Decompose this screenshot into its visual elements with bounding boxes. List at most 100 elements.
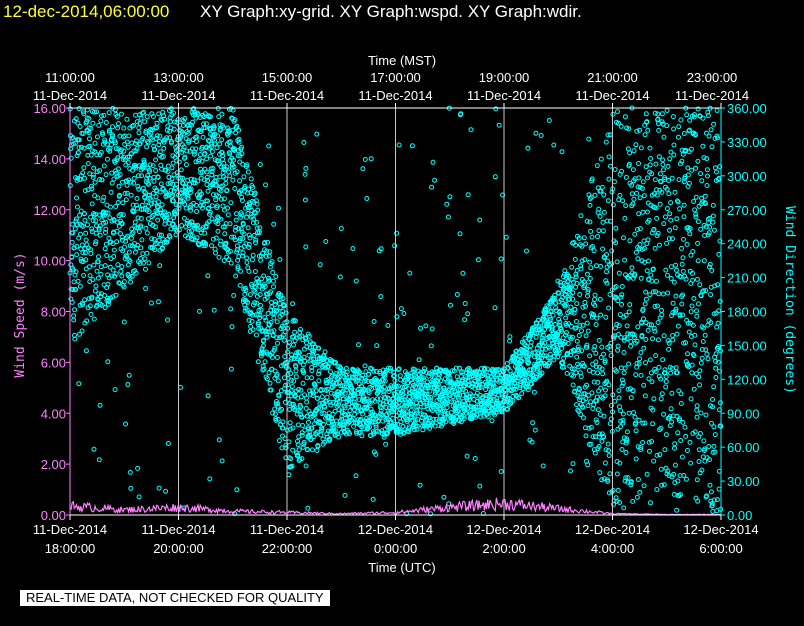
wind-direction-point	[309, 375, 314, 381]
wind-direction-point	[155, 217, 161, 223]
wind-direction-point	[132, 219, 138, 225]
wind-direction-point	[205, 273, 211, 279]
wind-direction-point	[620, 411, 626, 417]
wind-direction-point	[310, 393, 316, 398]
wind-direction-point	[693, 194, 699, 200]
wind-direction-point	[514, 394, 520, 399]
wind-direction-point	[628, 339, 634, 344]
wind-direction-point	[409, 402, 415, 408]
wind-direction-point	[200, 134, 206, 140]
wind-direction-point	[128, 192, 134, 198]
wind-direction-point	[670, 337, 676, 343]
wind-direction-point	[444, 400, 450, 406]
wind-direction-point	[529, 381, 535, 387]
wind-direction-point	[204, 169, 210, 175]
wind-direction-point	[621, 435, 627, 441]
wind-direction-point	[205, 138, 211, 143]
wind-direction-point	[165, 441, 171, 446]
wind-direction-point	[425, 406, 431, 412]
wind-direction-point	[99, 113, 104, 119]
wind-direction-point	[153, 194, 159, 200]
wind-direction-point	[572, 256, 578, 262]
wind-direction-point	[244, 260, 250, 265]
wind-direction-point	[364, 404, 370, 410]
wind-direction-point	[215, 133, 221, 139]
wind-direction-point	[251, 216, 257, 222]
wind-direction-point	[465, 192, 471, 198]
wind-direction-point	[643, 320, 649, 326]
wind-direction-point	[489, 418, 495, 424]
wind-direction-point	[275, 401, 281, 407]
wind-direction-point	[96, 122, 102, 128]
wind-direction-point	[529, 439, 535, 445]
left-tick-label: 0.00	[41, 508, 66, 523]
wind-direction-point	[258, 257, 264, 263]
wind-direction-point	[351, 393, 357, 399]
wind-direction-point	[119, 264, 125, 270]
wind-direction-point	[448, 302, 453, 308]
wind-direction-point	[303, 463, 309, 469]
wind-direction-point	[238, 214, 244, 220]
wind-speed-line	[69, 497, 722, 516]
right-tick-label: 330.00	[727, 135, 767, 150]
wind-direction-point	[604, 378, 610, 384]
top-tick-label-date: 11-Dec-2014	[675, 88, 749, 103]
wind-direction-point	[658, 425, 664, 431]
wind-direction-point	[287, 339, 292, 345]
wind-direction-point	[283, 382, 289, 388]
wind-direction-point	[533, 130, 539, 136]
wind-direction-point	[322, 349, 328, 355]
wind-direction-point	[603, 387, 608, 393]
wind-direction-point	[691, 386, 697, 392]
wind-direction-point	[82, 217, 88, 223]
wind-direction-point	[106, 110, 112, 116]
wind-direction-point	[245, 225, 251, 231]
wind-direction-point	[562, 268, 568, 274]
wind-direction-point	[194, 235, 200, 241]
wind-direction-point	[264, 295, 270, 301]
wind-direction-point	[601, 351, 606, 357]
wind-direction-point	[201, 240, 207, 245]
wind-direction-point	[556, 350, 562, 356]
wind-direction-point	[118, 147, 124, 153]
wind-direction-point	[711, 443, 717, 449]
wind-direction-point	[155, 174, 161, 180]
wind-direction-point	[241, 174, 247, 180]
wind-direction-point	[115, 125, 121, 131]
wind-direction-point	[711, 384, 717, 390]
wind-direction-point	[304, 344, 310, 350]
wind-direction-point	[96, 254, 101, 260]
wind-direction-point	[249, 282, 254, 287]
wind-direction-point	[311, 411, 317, 417]
wind-direction-point	[111, 247, 117, 253]
wind-direction-point	[225, 212, 231, 218]
bottom-tick-label-date: 11-Dec-2014	[141, 522, 215, 537]
wind-direction-point	[252, 269, 258, 274]
wind-direction-point	[667, 211, 673, 217]
wind-direction-point	[320, 422, 326, 427]
wind-direction-point	[605, 479, 611, 484]
wind-direction-point	[533, 334, 539, 340]
wind-direction-point	[690, 249, 696, 254]
wind-direction-point	[303, 244, 309, 250]
wind-direction-point	[358, 416, 364, 422]
wind-direction-point	[576, 235, 582, 241]
wind-direction-point	[124, 182, 130, 188]
wind-direction-point	[239, 198, 245, 203]
wind-direction-point	[658, 466, 664, 472]
wind-direction-point	[182, 154, 188, 160]
wind-direction-point	[694, 403, 700, 409]
wind-direction-point	[236, 136, 242, 142]
wind-direction-point	[547, 345, 553, 351]
wind-direction-point	[644, 119, 650, 125]
wind-direction-point	[438, 378, 444, 384]
wind-direction-point	[78, 231, 83, 237]
wind-direction-point	[342, 405, 348, 411]
wind-direction-point	[356, 342, 361, 348]
wind-direction-point	[699, 467, 705, 473]
left-tick-label: 4.00	[41, 406, 66, 421]
wind-direction-point	[428, 343, 434, 349]
wind-direction-point	[291, 378, 297, 384]
wind-direction-point	[209, 149, 215, 154]
bottom-tick-label-time: 2:00:00	[482, 541, 525, 556]
